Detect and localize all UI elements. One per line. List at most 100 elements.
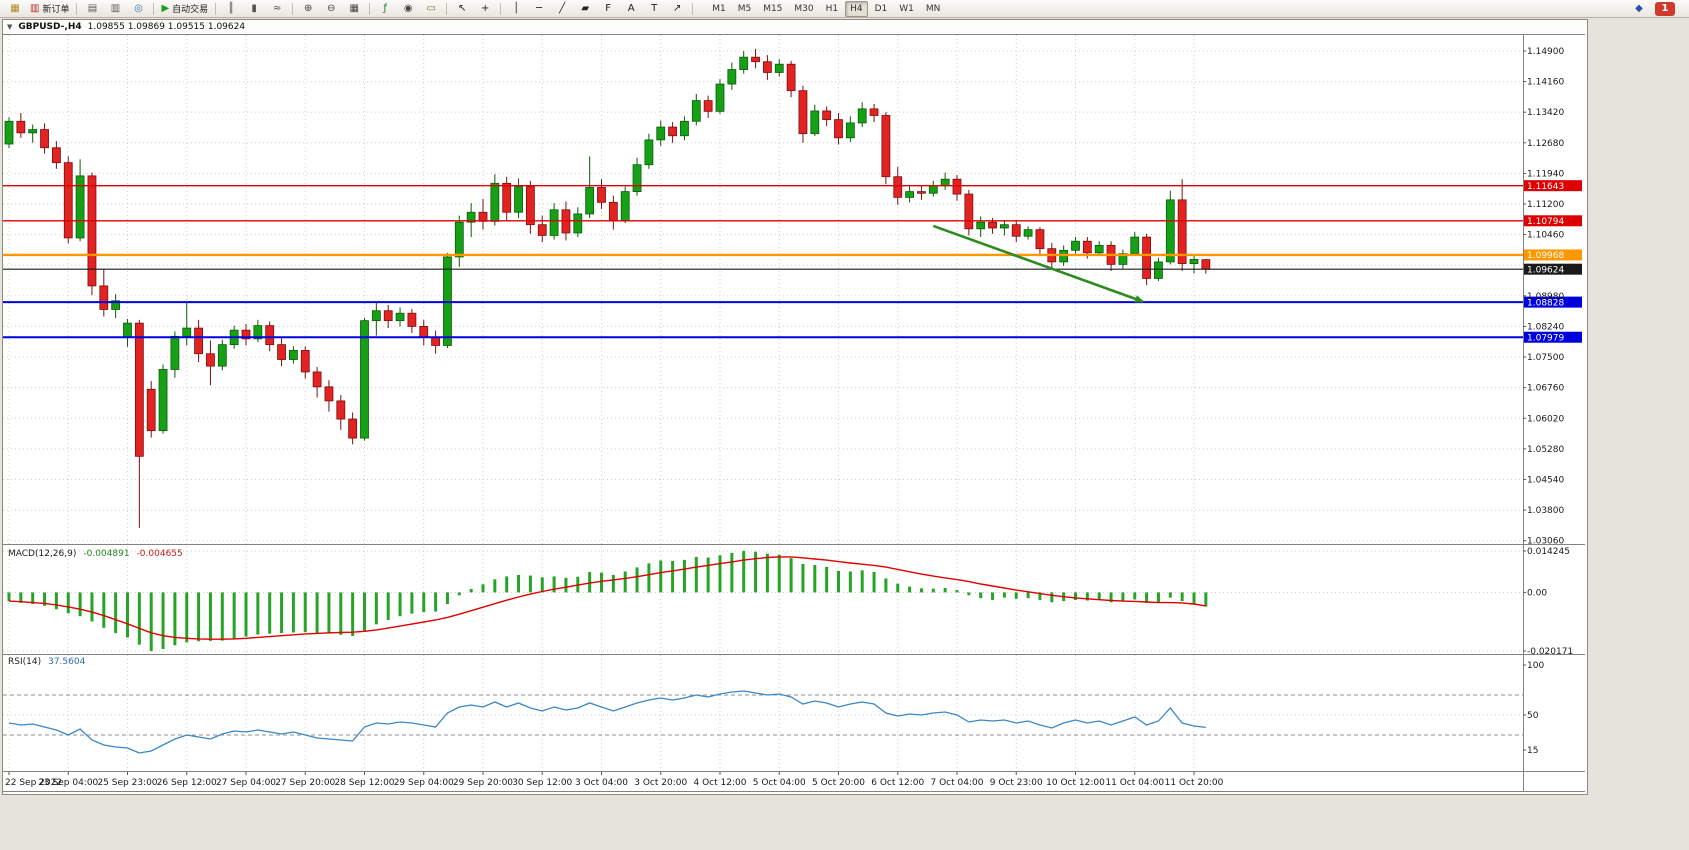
notifications-badge[interactable]: 1 <box>1655 1 1675 16</box>
timeframe-m15-button[interactable]: M15 <box>763 3 783 14</box>
templates-button[interactable]: ▭ <box>420 0 442 17</box>
zoom-in-button[interactable]: ⊕ <box>297 0 319 17</box>
new-order-button[interactable]: ▥ 新订单 <box>27 0 72 17</box>
bar-chart-button[interactable]: ║ <box>220 0 242 17</box>
new-chart-icon: ▦ <box>10 2 20 14</box>
toolbar-right-icons: ◆ 1 <box>1623 1 1675 16</box>
fibonacci-button[interactable]: F <box>597 0 619 17</box>
svg-text:15: 15 <box>1527 746 1538 756</box>
svg-text:1.09624: 1.09624 <box>1527 265 1564 275</box>
collapse-chart-icon[interactable]: ▼ <box>7 23 13 31</box>
profiles-button[interactable]: ▥ <box>104 0 126 17</box>
templates-icon: ▭ <box>426 2 436 14</box>
zoom-out-button[interactable]: ⊖ <box>320 0 342 17</box>
arrows-icon: ↗ <box>672 2 682 14</box>
price-chart-canvas[interactable]: 1.11643 1.10794 1.09968 1.09624 1.08828 1.079… <box>3 34 1585 792</box>
svg-text:100: 100 <box>1527 661 1544 671</box>
indicators-icon: ƒ <box>383 2 387 14</box>
vertical-line-button[interactable]: │ <box>505 0 527 17</box>
horizontal-line-button[interactable]: ─ <box>528 0 550 17</box>
zoom-in-icon: ⊕ <box>303 2 313 14</box>
macd-pane[interactable] <box>7 551 1208 651</box>
community-icon[interactable]: ◆ <box>1635 3 1643 14</box>
toolbar-separator <box>446 2 448 15</box>
horizontal-line-objects[interactable] <box>3 184 1523 339</box>
svg-text:4 Oct 12:00: 4 Oct 12:00 <box>694 778 747 788</box>
charts-button[interactable]: ▤ <box>81 0 103 17</box>
trend-arrow-object[interactable] <box>932 224 1144 303</box>
svg-text:1.12680: 1.12680 <box>1527 139 1564 149</box>
timeframe-m1-button[interactable]: M1 <box>712 3 726 14</box>
svg-text:5 Oct 04:00: 5 Oct 04:00 <box>753 778 806 788</box>
market-watch-button[interactable]: ◎ <box>127 0 149 17</box>
cursor-icon: ↖ <box>457 2 467 14</box>
market-watch-icon: ◎ <box>134 2 143 14</box>
line-chart-button[interactable]: ≈ <box>266 0 288 17</box>
timeframe-toolbar: M1 M5 M15 M30 H1 H4 D1 W1 MN <box>706 0 946 17</box>
channel-button[interactable]: ▰ <box>574 0 596 17</box>
label-button[interactable]: T <box>643 0 665 17</box>
svg-text:11 Oct 04:00: 11 Oct 04:00 <box>1105 778 1164 788</box>
svg-text:-0.020171: -0.020171 <box>1527 647 1573 657</box>
svg-text:1.13420: 1.13420 <box>1527 108 1564 118</box>
periods-button[interactable]: ◉ <box>397 0 419 17</box>
rsi-pane[interactable] <box>8 690 1206 754</box>
svg-text:28 Sep 12:00: 28 Sep 12:00 <box>334 778 394 788</box>
new-order-button-label: 新订单 <box>42 5 70 15</box>
arrows-button[interactable]: ↗ <box>666 0 688 17</box>
timeframe-h1-button[interactable]: H1 <box>825 3 839 14</box>
svg-text:1.09968: 1.09968 <box>1527 251 1564 261</box>
text-icon: A <box>627 2 635 14</box>
timeframe-mn-button[interactable]: MN <box>925 3 941 14</box>
svg-text:1.14900: 1.14900 <box>1527 47 1564 57</box>
timeframe-d1-button[interactable]: D1 <box>874 3 888 14</box>
trendline-button[interactable]: ╱ <box>551 0 573 17</box>
svg-text:9 Oct 23:00: 9 Oct 23:00 <box>990 778 1043 788</box>
candlestick-button[interactable]: ▮ <box>243 0 265 17</box>
svg-text:3 Oct 20:00: 3 Oct 20:00 <box>634 778 687 788</box>
candlestick-icon: ▮ <box>251 2 257 14</box>
tile-windows-button[interactable]: ▦ <box>343 0 365 17</box>
main-toolbar: ▦ ▥ 新订单 ▤ ▥ ◎ ▶ 自动交易 ║ ▮ ≈ ⊕ ⊖ ▦ ƒ ◉ ▭ ↖ + │ ─ ╱ ▰ F A T ↗ M1 M5 M15… <box>0 0 1689 18</box>
svg-text:1.05280: 1.05280 <box>1527 445 1564 455</box>
cursor-button[interactable]: ↖ <box>451 0 473 17</box>
fibonacci-icon: F <box>605 2 612 14</box>
svg-text:22 Sep 2022: 22 Sep 2022 <box>5 778 62 788</box>
svg-text:11 Oct 20:00: 11 Oct 20:00 <box>1165 778 1224 788</box>
svg-text:0.00: 0.00 <box>1527 588 1547 598</box>
svg-text:0.014245: 0.014245 <box>1527 547 1570 557</box>
svg-text:1.11643: 1.11643 <box>1527 182 1564 192</box>
label-icon: T <box>651 2 658 14</box>
timeframe-m5-button[interactable]: M5 <box>737 3 752 14</box>
svg-text:23 Sep 04:00: 23 Sep 04:00 <box>38 778 98 788</box>
toolbar-buttons: ▦ ▥ 新订单 ▤ ▥ ◎ ▶ 自动交易 ║ ▮ ≈ ⊕ ⊖ ▦ ƒ ◉ ▭ ↖ + │ ─ ╱ ▰ F A T ↗ <box>4 0 696 17</box>
toolbar-separator <box>76 2 78 15</box>
pane-borders <box>3 34 1585 792</box>
timeframe-w1-button[interactable]: W1 <box>899 3 914 14</box>
svg-text:30 Sep 12:00: 30 Sep 12:00 <box>512 778 572 788</box>
channel-icon: ▰ <box>581 2 590 14</box>
timeframe-m30-button[interactable]: M30 <box>794 3 814 14</box>
svg-text:1.08828: 1.08828 <box>1527 298 1564 308</box>
line-chart-icon: ≈ <box>272 2 282 14</box>
svg-text:3 Oct 04:00: 3 Oct 04:00 <box>575 778 628 788</box>
new-chart-button[interactable]: ▦ <box>4 0 26 17</box>
timeframe-h4-button[interactable]: H4 <box>845 0 868 17</box>
svg-text:1.11940: 1.11940 <box>1527 169 1564 179</box>
bar-chart-icon: ║ <box>228 2 235 14</box>
svg-text:29 Sep 04:00: 29 Sep 04:00 <box>394 778 454 788</box>
svg-text:5 Oct 20:00: 5 Oct 20:00 <box>812 778 865 788</box>
vertical-line-icon: │ <box>513 2 520 14</box>
svg-text:1.08980: 1.08980 <box>1527 292 1564 302</box>
crosshair-button[interactable]: + <box>474 0 496 17</box>
auto-trading-button[interactable]: ▶ 自动交易 <box>158 0 211 17</box>
symbol-period-label: GBPUSD-,H4 <box>18 22 82 32</box>
svg-text:1.10460: 1.10460 <box>1527 231 1564 241</box>
indicators-button[interactable]: ƒ <box>374 0 396 17</box>
toolbar-separator <box>153 2 155 15</box>
chart-grid <box>3 35 1523 771</box>
svg-text:1.06020: 1.06020 <box>1527 414 1564 424</box>
text-button[interactable]: A <box>620 0 642 17</box>
price-axis[interactable]: 1.11643 1.10794 1.09968 1.09624 1.08828 1.079… <box>1523 47 1582 756</box>
